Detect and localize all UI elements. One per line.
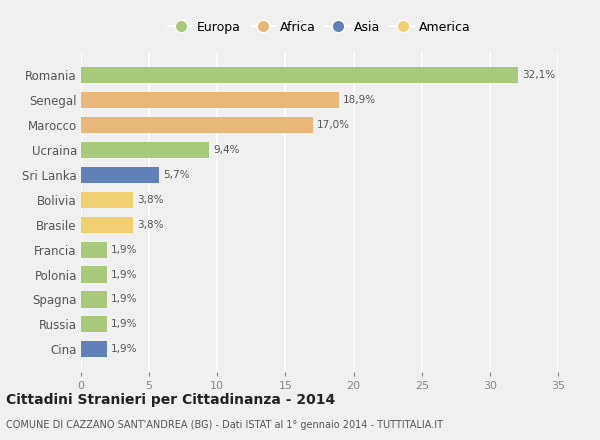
- Bar: [81, 117, 313, 133]
- Bar: [81, 92, 338, 108]
- Bar: [81, 267, 107, 282]
- Text: 1,9%: 1,9%: [111, 270, 137, 279]
- Text: 1,9%: 1,9%: [111, 319, 137, 329]
- Bar: [81, 316, 107, 332]
- Text: 1,9%: 1,9%: [111, 294, 137, 304]
- Bar: [81, 67, 518, 84]
- Text: COMUNE DI CAZZANO SANT'ANDREA (BG) - Dati ISTAT al 1° gennaio 2014 - TUTTITALIA.: COMUNE DI CAZZANO SANT'ANDREA (BG) - Dat…: [6, 420, 443, 430]
- Legend: Europa, Africa, Asia, America: Europa, Africa, Asia, America: [168, 21, 471, 34]
- Bar: [81, 142, 209, 158]
- Text: 3,8%: 3,8%: [137, 220, 163, 230]
- Bar: [81, 167, 158, 183]
- Text: 18,9%: 18,9%: [343, 95, 376, 105]
- Bar: [81, 341, 107, 357]
- Text: Cittadini Stranieri per Cittadinanza - 2014: Cittadini Stranieri per Cittadinanza - 2…: [6, 393, 335, 407]
- Text: 1,9%: 1,9%: [111, 344, 137, 354]
- Text: 5,7%: 5,7%: [163, 170, 189, 180]
- Bar: [81, 291, 107, 308]
- Text: 32,1%: 32,1%: [523, 70, 556, 81]
- Bar: [81, 216, 133, 233]
- Text: 3,8%: 3,8%: [137, 195, 163, 205]
- Text: 9,4%: 9,4%: [213, 145, 239, 155]
- Bar: [81, 192, 133, 208]
- Text: 1,9%: 1,9%: [111, 245, 137, 255]
- Bar: [81, 242, 107, 258]
- Text: 17,0%: 17,0%: [317, 120, 350, 130]
